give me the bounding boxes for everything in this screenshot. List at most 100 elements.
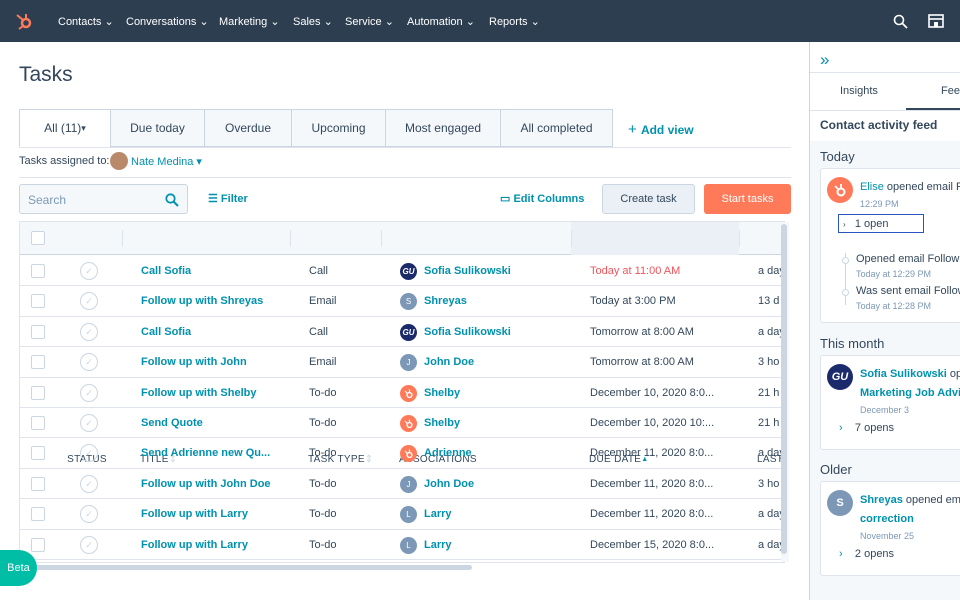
table-row[interactable]: ✓ Follow up with John Email J John Doe Tomorr… — [20, 347, 784, 378]
panel-tab[interactable]: Insights — [840, 85, 878, 97]
task-title[interactable]: Send Quote — [141, 417, 203, 429]
column-header[interactable]: TITLE ⇕ — [140, 443, 177, 476]
search-icon[interactable] — [893, 14, 909, 30]
activity-card: S Shreyas opened ema correction November… — [820, 481, 960, 576]
activity-time: 12:29 PM — [860, 199, 899, 209]
table-row[interactable]: ✓ Call Sofia Call GU Sofia Sulikowski Today a… — [20, 256, 784, 287]
tab[interactable]: Overdue — [204, 109, 292, 147]
table-row[interactable]: ✓ Follow up with Larry To-do L Larry December… — [20, 530, 784, 560]
due-date: December 10, 2020 10:... — [590, 417, 715, 429]
marketplace-icon[interactable] — [927, 13, 945, 29]
status-circle[interactable]: ✓ — [80, 474, 98, 493]
opens-toggle[interactable]: › 7 opens — [839, 422, 895, 434]
nav-item[interactable]: Automation ⌄ — [407, 15, 475, 28]
status-circle[interactable]: ✓ — [80, 535, 98, 554]
tab[interactable]: All (11) ▾ — [19, 109, 111, 147]
association[interactable]: Shelby — [424, 417, 461, 429]
tab[interactable]: All completed — [500, 109, 613, 147]
nav-item[interactable]: Sales ⌄ — [293, 15, 333, 28]
checkbox[interactable] — [31, 264, 45, 278]
column-header[interactable]: DUE DATE ▲ — [589, 443, 648, 476]
column-header[interactable]: ASSOCIATIONS — [399, 443, 477, 476]
status-circle[interactable]: ✓ — [80, 505, 98, 524]
status-circle[interactable]: ✓ — [80, 444, 98, 463]
task-title[interactable]: Call Sofia — [141, 325, 192, 338]
status-circle[interactable]: ✓ — [80, 353, 98, 372]
task-title[interactable]: Follow up with Shreyas — [141, 295, 264, 308]
nav-item[interactable]: Conversations ⌄ — [126, 15, 209, 28]
column-header[interactable]: TASK TYPE ⇕ — [308, 443, 373, 476]
opens-toggle[interactable]: › 1 open — [838, 214, 924, 233]
checkbox[interactable] — [31, 294, 45, 309]
checkbox[interactable] — [31, 446, 45, 461]
table-row[interactable]: ✓ Follow up with Larry To-do L Larry December… — [20, 499, 784, 530]
collapse-icon[interactable]: » — [820, 50, 830, 69]
create-task[interactable]: Create task — [602, 184, 695, 214]
association[interactable]: Shelby — [424, 386, 461, 399]
association[interactable]: Larry — [424, 538, 452, 551]
filter[interactable]: ☰ Filter — [208, 193, 248, 205]
task-title[interactable]: Send Adrienne new Qu... — [141, 447, 271, 460]
last-activity: 21 h — [758, 417, 780, 429]
panel-tab[interactable]: Fee — [941, 85, 960, 97]
checkbox[interactable] — [31, 324, 45, 339]
status-circle[interactable]: ✓ — [80, 383, 98, 402]
association[interactable]: Shreyas — [424, 295, 467, 308]
nav-item[interactable]: Contacts ⌄ — [58, 15, 114, 28]
add-view[interactable]: + Add view — [628, 121, 694, 138]
checkbox[interactable] — [31, 537, 45, 552]
table-row[interactable]: ✓ Call Sofia Call GU Sofia Sulikowski Tomorro… — [20, 317, 784, 348]
table-row[interactable]: ✓ Follow up with Shelby To-do Shelby Decembe… — [20, 378, 784, 408]
edit-columns[interactable]: ▭ Edit Columns — [500, 193, 585, 205]
contact-name[interactable]: Sofia Sulikowski — [860, 368, 947, 380]
due-date: December 11, 2020 8:0... — [590, 508, 714, 521]
checkbox[interactable] — [31, 385, 45, 400]
column-header[interactable]: LAST — [757, 443, 783, 476]
association[interactable]: John Doe — [424, 356, 475, 369]
nav-item[interactable]: Service ⌄ — [345, 15, 394, 28]
association[interactable]: Sofia Sulikowski — [424, 325, 511, 338]
association[interactable]: Larry — [424, 508, 452, 521]
search-placeholder: Search — [28, 193, 67, 207]
task-title[interactable]: Follow up with Larry — [141, 508, 248, 521]
status-circle[interactable]: ✓ — [80, 262, 98, 280]
opens-toggle[interactable]: › 2 opens — [839, 548, 895, 560]
task-title[interactable]: Follow up with Larry — [141, 538, 248, 551]
nav-item[interactable]: Reports ⌄ — [489, 15, 540, 28]
association[interactable]: Sofia Sulikowski — [424, 265, 511, 277]
checkbox[interactable] — [31, 231, 45, 245]
task-title[interactable]: Follow up with John Doe — [141, 477, 271, 490]
table-row[interactable]: ✓ Send Quote To-do Shelby December 10, 2020 … — [20, 408, 784, 439]
beta-badge[interactable]: Beta — [0, 550, 37, 586]
task-title[interactable]: Follow up with Shelby — [141, 386, 257, 399]
column-divider — [122, 230, 123, 247]
table-row[interactable]: ✓ Send Adrienne new Qu... To-do Adrienne Dec… — [20, 438, 784, 469]
checkbox[interactable] — [31, 416, 45, 430]
assignee[interactable]: Nate Medina ▾ — [131, 156, 202, 168]
status-circle[interactable]: ✓ — [80, 292, 98, 311]
nav-item[interactable]: Marketing ⌄ — [219, 15, 280, 28]
task-title[interactable]: Call Sofia — [141, 265, 192, 277]
status-circle[interactable]: ✓ — [80, 414, 98, 432]
email-subject[interactable]: Marketing Job Advic — [860, 387, 960, 399]
search-box[interactable]: Search — [19, 184, 188, 214]
tab[interactable]: Upcoming — [291, 109, 386, 147]
status-circle[interactable]: ✓ — [80, 322, 98, 341]
email-subject[interactable]: correction — [860, 513, 914, 525]
task-title[interactable]: Follow up with John — [141, 356, 247, 369]
table-row[interactable]: ✓ Follow up with Shreyas Email S Shreyas Toda… — [20, 286, 784, 317]
contact-name[interactable]: Elise — [860, 181, 884, 193]
checkbox[interactable] — [31, 476, 45, 491]
tab[interactable]: Due today — [110, 109, 205, 147]
association[interactable]: Adrienne — [424, 447, 472, 460]
table-row[interactable]: ✓ Follow up with John Doe To-do J John Doe De… — [20, 469, 784, 500]
logo[interactable] — [14, 11, 34, 31]
avatar: GU — [400, 263, 417, 280]
contact-name[interactable]: Shreyas — [860, 494, 903, 506]
association[interactable]: John Doe — [424, 477, 475, 490]
filter-label: Filter — [220, 193, 248, 205]
checkbox[interactable] — [31, 355, 45, 370]
tab[interactable]: Most engaged — [385, 109, 501, 147]
checkbox[interactable] — [31, 507, 45, 522]
start-tasks[interactable]: Start tasks — [704, 184, 791, 214]
